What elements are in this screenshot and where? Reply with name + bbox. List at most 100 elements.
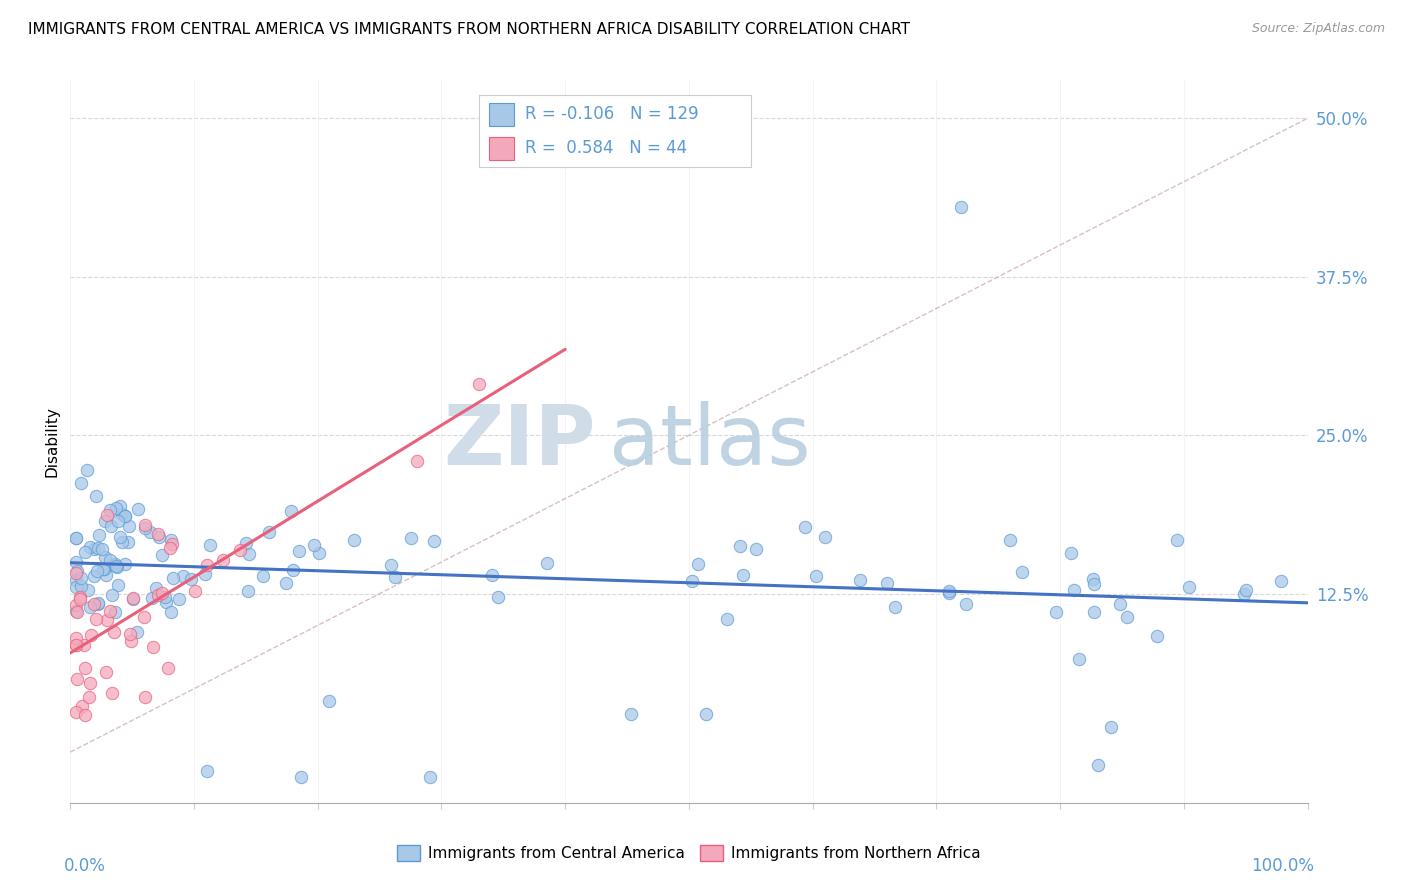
Text: ZIP: ZIP — [444, 401, 596, 482]
Point — [65, 599, 87, 613]
Point — [93, 549, 115, 564]
Point — [211, 553, 233, 567]
Point — [105, 560, 128, 574]
Point — [98, 503, 121, 517]
Point — [94, 567, 117, 582]
Point — [89, 528, 111, 542]
Point — [98, 553, 121, 567]
Point — [114, 509, 136, 524]
Point — [65, 631, 87, 645]
Text: atlas: atlas — [609, 401, 810, 482]
Point — [134, 690, 156, 704]
Point — [65, 574, 87, 588]
Point — [65, 531, 87, 545]
Point — [87, 598, 110, 612]
Point — [162, 571, 184, 585]
Point — [80, 627, 103, 641]
Point — [83, 597, 105, 611]
Point — [79, 676, 101, 690]
Point — [814, 530, 837, 544]
Point — [745, 541, 768, 556]
Point — [1108, 597, 1130, 611]
Point — [139, 524, 162, 539]
Point — [481, 567, 503, 582]
Point — [134, 610, 156, 624]
Point — [160, 537, 183, 551]
Point — [159, 541, 181, 555]
Point — [1166, 533, 1188, 547]
Point — [100, 588, 122, 602]
Point — [66, 605, 89, 619]
Point — [160, 605, 183, 619]
Point — [104, 501, 127, 516]
Point — [142, 640, 165, 654]
Point — [145, 582, 167, 596]
Point — [235, 536, 257, 550]
Point — [1083, 577, 1105, 591]
Point — [134, 521, 156, 535]
Point — [159, 533, 181, 548]
Point — [252, 569, 274, 583]
Text: IMMIGRANTS FROM CENTRAL AMERICA VS IMMIGRANTS FROM NORTHERN AFRICA DISABILITY CO: IMMIGRANTS FROM CENTRAL AMERICA VS IMMIG… — [28, 22, 910, 37]
Point — [681, 574, 703, 588]
Point — [1178, 580, 1201, 594]
Point — [65, 639, 87, 653]
Point — [399, 531, 422, 545]
Point — [117, 535, 139, 549]
Point — [65, 531, 87, 545]
Point — [423, 534, 446, 549]
Point — [107, 578, 129, 592]
Point — [730, 539, 752, 553]
Point — [121, 591, 143, 605]
Point — [342, 533, 364, 548]
Point — [308, 546, 330, 560]
Point — [66, 565, 89, 579]
Point — [281, 563, 304, 577]
Point — [1063, 582, 1085, 597]
Point — [1146, 629, 1168, 643]
Point — [194, 566, 217, 581]
Point — [72, 638, 94, 652]
Point — [938, 586, 960, 600]
Point — [84, 489, 107, 503]
Point — [65, 566, 87, 581]
Point — [1083, 572, 1105, 586]
Point — [96, 508, 118, 522]
Point — [620, 707, 643, 722]
Text: Source: ZipAtlas.com: Source: ZipAtlas.com — [1251, 22, 1385, 36]
Point — [86, 564, 108, 578]
Point — [287, 543, 309, 558]
Point — [118, 626, 141, 640]
Point — [114, 509, 136, 524]
Point — [69, 591, 91, 606]
Point — [96, 613, 118, 627]
Point — [111, 507, 134, 521]
Point — [486, 591, 509, 605]
Point — [83, 542, 105, 557]
Point — [86, 612, 108, 626]
Point — [100, 519, 122, 533]
Point — [146, 588, 169, 602]
Point — [884, 599, 907, 614]
Point — [148, 530, 170, 544]
Point — [107, 514, 129, 528]
Point — [70, 579, 93, 593]
Point — [405, 453, 427, 467]
Point — [125, 624, 148, 639]
Point — [105, 558, 128, 573]
Point — [77, 582, 100, 597]
Point — [69, 571, 91, 585]
Point — [290, 771, 312, 785]
Y-axis label: Disability: Disability — [44, 406, 59, 477]
Point — [87, 596, 110, 610]
Point — [69, 591, 91, 605]
Point — [1060, 546, 1083, 560]
Point — [229, 543, 252, 558]
Point — [384, 570, 406, 584]
Point — [114, 557, 136, 571]
Point — [111, 534, 134, 549]
Point — [70, 475, 93, 490]
Point — [65, 638, 87, 652]
Point — [195, 558, 218, 572]
Point — [76, 463, 98, 477]
